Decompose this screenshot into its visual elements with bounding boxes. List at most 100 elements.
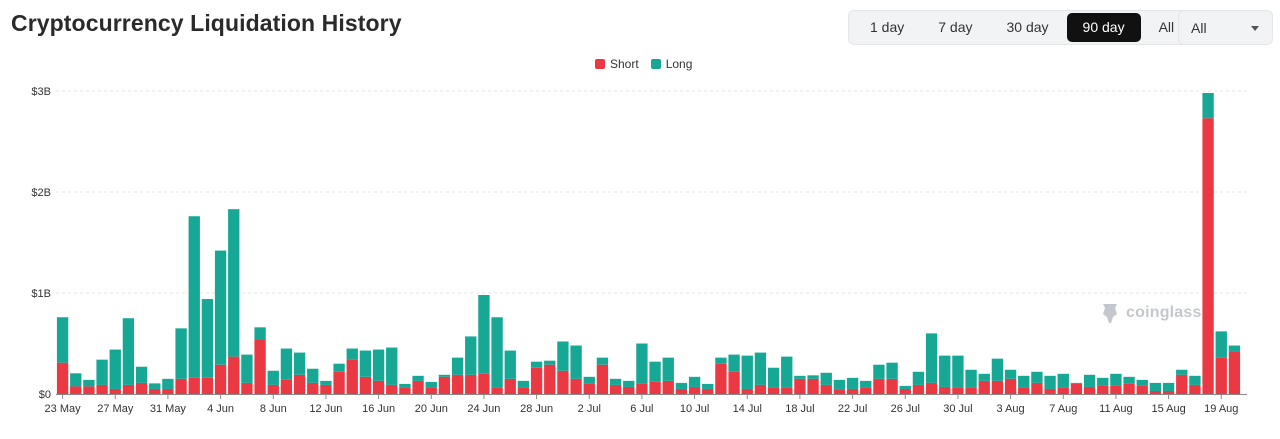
bar-long[interactable] xyxy=(702,383,714,389)
bar-short[interactable] xyxy=(886,378,898,394)
bar-short[interactable] xyxy=(623,386,635,394)
bar-short[interactable] xyxy=(96,384,108,394)
bar-long[interactable] xyxy=(807,375,819,379)
bar-long[interactable] xyxy=(1004,369,1017,379)
coin-select[interactable]: All xyxy=(1178,10,1273,45)
range-button-30-day[interactable]: 30 day xyxy=(1006,19,1049,35)
range-button-90-day[interactable]: 90 day xyxy=(1066,13,1141,42)
bar-short[interactable] xyxy=(333,371,345,394)
bar-long[interactable] xyxy=(912,371,925,385)
bar-short[interactable] xyxy=(135,382,148,394)
bar-short[interactable] xyxy=(991,380,1004,394)
bar-short[interactable] xyxy=(228,356,240,394)
bar-long[interactable] xyxy=(1202,93,1214,119)
range-button-1-day[interactable]: 1 day xyxy=(870,19,905,35)
bar-long[interactable] xyxy=(517,380,530,388)
bar-long[interactable] xyxy=(1176,369,1188,375)
bar-long[interactable] xyxy=(1044,375,1056,389)
bar-short[interactable] xyxy=(346,359,358,394)
bar-short[interactable] xyxy=(214,364,227,394)
bar-short[interactable] xyxy=(688,386,701,394)
bar-short[interactable] xyxy=(386,384,398,394)
bar-long[interactable] xyxy=(504,350,516,379)
bar-short[interactable] xyxy=(860,387,872,394)
bar-short[interactable] xyxy=(544,364,556,394)
bar-short[interactable] xyxy=(702,388,714,394)
bar-short[interactable] xyxy=(307,382,319,394)
bar-long[interactable] xyxy=(675,382,688,389)
bar-short[interactable] xyxy=(1070,383,1083,394)
bar-short[interactable] xyxy=(1110,385,1122,394)
bar-short[interactable] xyxy=(1004,378,1017,394)
bar-long[interactable] xyxy=(70,373,82,387)
bar-long[interactable] xyxy=(1110,373,1122,386)
bar-short[interactable] xyxy=(767,387,780,394)
bar-short[interactable] xyxy=(557,370,569,394)
bar-long[interactable] xyxy=(833,379,846,390)
bar-short[interactable] xyxy=(675,388,688,394)
bar-long[interactable] xyxy=(781,356,793,388)
bar-long[interactable] xyxy=(609,378,622,385)
bar-long[interactable] xyxy=(1228,345,1241,352)
bar-short[interactable] xyxy=(741,388,753,394)
bar-short[interactable] xyxy=(781,387,793,394)
bar-long[interactable] xyxy=(741,355,753,389)
bar-short[interactable] xyxy=(794,378,806,394)
bar-short[interactable] xyxy=(899,388,911,394)
bar-long[interactable] xyxy=(83,379,95,387)
bar-short[interactable] xyxy=(451,374,464,394)
bar-long[interactable] xyxy=(636,343,648,384)
bar-long[interactable] xyxy=(662,357,674,381)
bar-short[interactable] xyxy=(425,387,437,394)
bar-long[interactable] xyxy=(175,328,187,379)
bar-short[interactable] xyxy=(952,387,964,394)
bar-long[interactable] xyxy=(544,360,556,365)
bar-long[interactable] xyxy=(886,362,898,379)
bar-long[interactable] xyxy=(228,209,240,357)
bar-short[interactable] xyxy=(70,386,82,394)
bar-short[interactable] xyxy=(267,384,279,394)
bar-short[interactable] xyxy=(833,389,846,394)
bar-long[interactable] xyxy=(820,372,832,385)
bar-long[interactable] xyxy=(412,375,424,381)
bar-short[interactable] xyxy=(175,378,187,394)
bar-short[interactable] xyxy=(1097,385,1109,394)
bar-long[interactable] xyxy=(280,348,293,380)
bar-short[interactable] xyxy=(254,339,266,394)
bar-long[interactable] xyxy=(438,374,451,377)
bar-short[interactable] xyxy=(478,373,490,394)
bar-long[interactable] xyxy=(162,378,174,389)
bar-long[interactable] xyxy=(109,349,121,389)
bar-short[interactable] xyxy=(978,380,990,394)
bar-long[interactable] xyxy=(1083,374,1096,387)
bar-long[interactable] xyxy=(570,345,582,379)
bar-long[interactable] xyxy=(1070,382,1083,384)
bar-short[interactable] xyxy=(280,379,293,394)
bar-long[interactable] xyxy=(188,216,200,378)
bar-short[interactable] xyxy=(162,388,174,394)
bar-long[interactable] xyxy=(1123,376,1135,384)
legend-item-long[interactable]: Long xyxy=(650,57,692,71)
bar-long[interactable] xyxy=(359,350,372,377)
bar-short[interactable] xyxy=(609,384,622,394)
bar-short[interactable] xyxy=(465,374,477,394)
bar-long[interactable] xyxy=(307,368,319,383)
bar-long[interactable] xyxy=(122,318,135,385)
bar-long[interactable] xyxy=(623,380,635,387)
bar-long[interactable] xyxy=(254,327,266,340)
bar-long[interactable] xyxy=(333,363,345,372)
bar-short[interactable] xyxy=(1083,386,1096,394)
bar-long[interactable] xyxy=(1097,377,1109,386)
bar-long[interactable] xyxy=(873,364,885,379)
bar-short[interactable] xyxy=(372,380,385,394)
bar-long[interactable] xyxy=(754,352,767,385)
bar-long[interactable] xyxy=(149,383,161,389)
bar-short[interactable] xyxy=(873,378,885,394)
bar-long[interactable] xyxy=(728,354,740,372)
bar-short[interactable] xyxy=(149,388,161,394)
bar-long[interactable] xyxy=(465,336,477,375)
bar-long[interactable] xyxy=(1215,331,1227,358)
bar-long[interactable] xyxy=(688,376,701,387)
bar-short[interactable] xyxy=(583,383,595,394)
bar-short[interactable] xyxy=(820,384,832,394)
